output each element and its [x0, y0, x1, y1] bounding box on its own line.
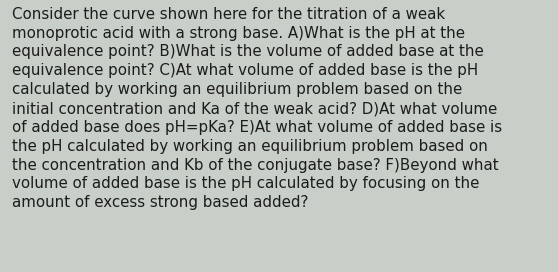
- Text: Consider the curve shown here for the titration of a weak
monoprotic acid with a: Consider the curve shown here for the ti…: [12, 7, 502, 210]
